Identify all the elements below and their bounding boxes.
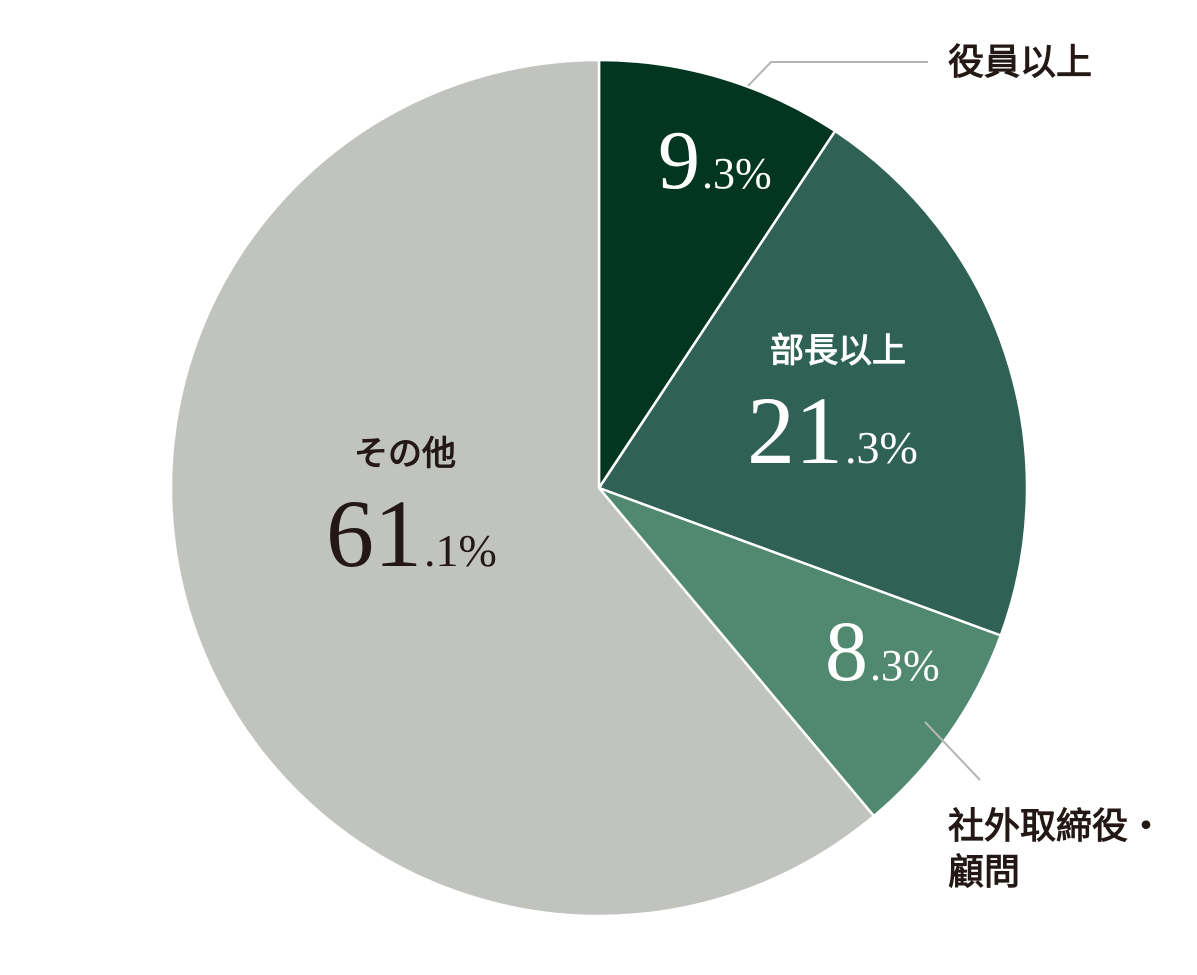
pie-slice-other bbox=[169, 58, 876, 918]
pct-decimal-other: .1% bbox=[424, 525, 497, 576]
pie-slice-manager bbox=[597, 129, 1029, 637]
category-label-line: 社外取締役・ bbox=[948, 806, 1164, 847]
category-label-outside-director: 社外取締役・顧問 bbox=[948, 806, 1164, 893]
pct-label-manager: 21 bbox=[747, 377, 843, 484]
pct-integer: 8 bbox=[825, 603, 868, 699]
pct-decimal-executive: .3% bbox=[702, 149, 772, 198]
category-label-manager: 部長以上 bbox=[770, 331, 906, 371]
pie-slice-outside-director bbox=[597, 486, 1003, 818]
pct-label-executive: 9 bbox=[658, 114, 700, 207]
pie-slice-executive bbox=[597, 58, 837, 490]
pct-integer: 9 bbox=[658, 114, 700, 207]
pct-decimal-manager: .3% bbox=[845, 422, 918, 473]
pct-label-outside-director: 8 bbox=[825, 603, 868, 699]
category-label-other: その他 bbox=[354, 434, 456, 474]
category-label-line: 顧問 bbox=[948, 852, 1020, 893]
category-label-line: 部長以上 bbox=[770, 331, 906, 371]
category-label-line: 役員以上 bbox=[948, 42, 1092, 83]
pct-decimal-outside-director: .3% bbox=[870, 641, 940, 690]
leader-line-executive bbox=[747, 61, 928, 87]
pct-integer: 21 bbox=[747, 377, 843, 484]
category-label-executive: 役員以上 bbox=[948, 42, 1092, 83]
pct-label-other: 61 bbox=[326, 480, 422, 587]
pct-integer: 61 bbox=[326, 480, 422, 587]
leader-line-outside-director bbox=[924, 721, 981, 781]
category-label-line: その他 bbox=[354, 434, 456, 474]
